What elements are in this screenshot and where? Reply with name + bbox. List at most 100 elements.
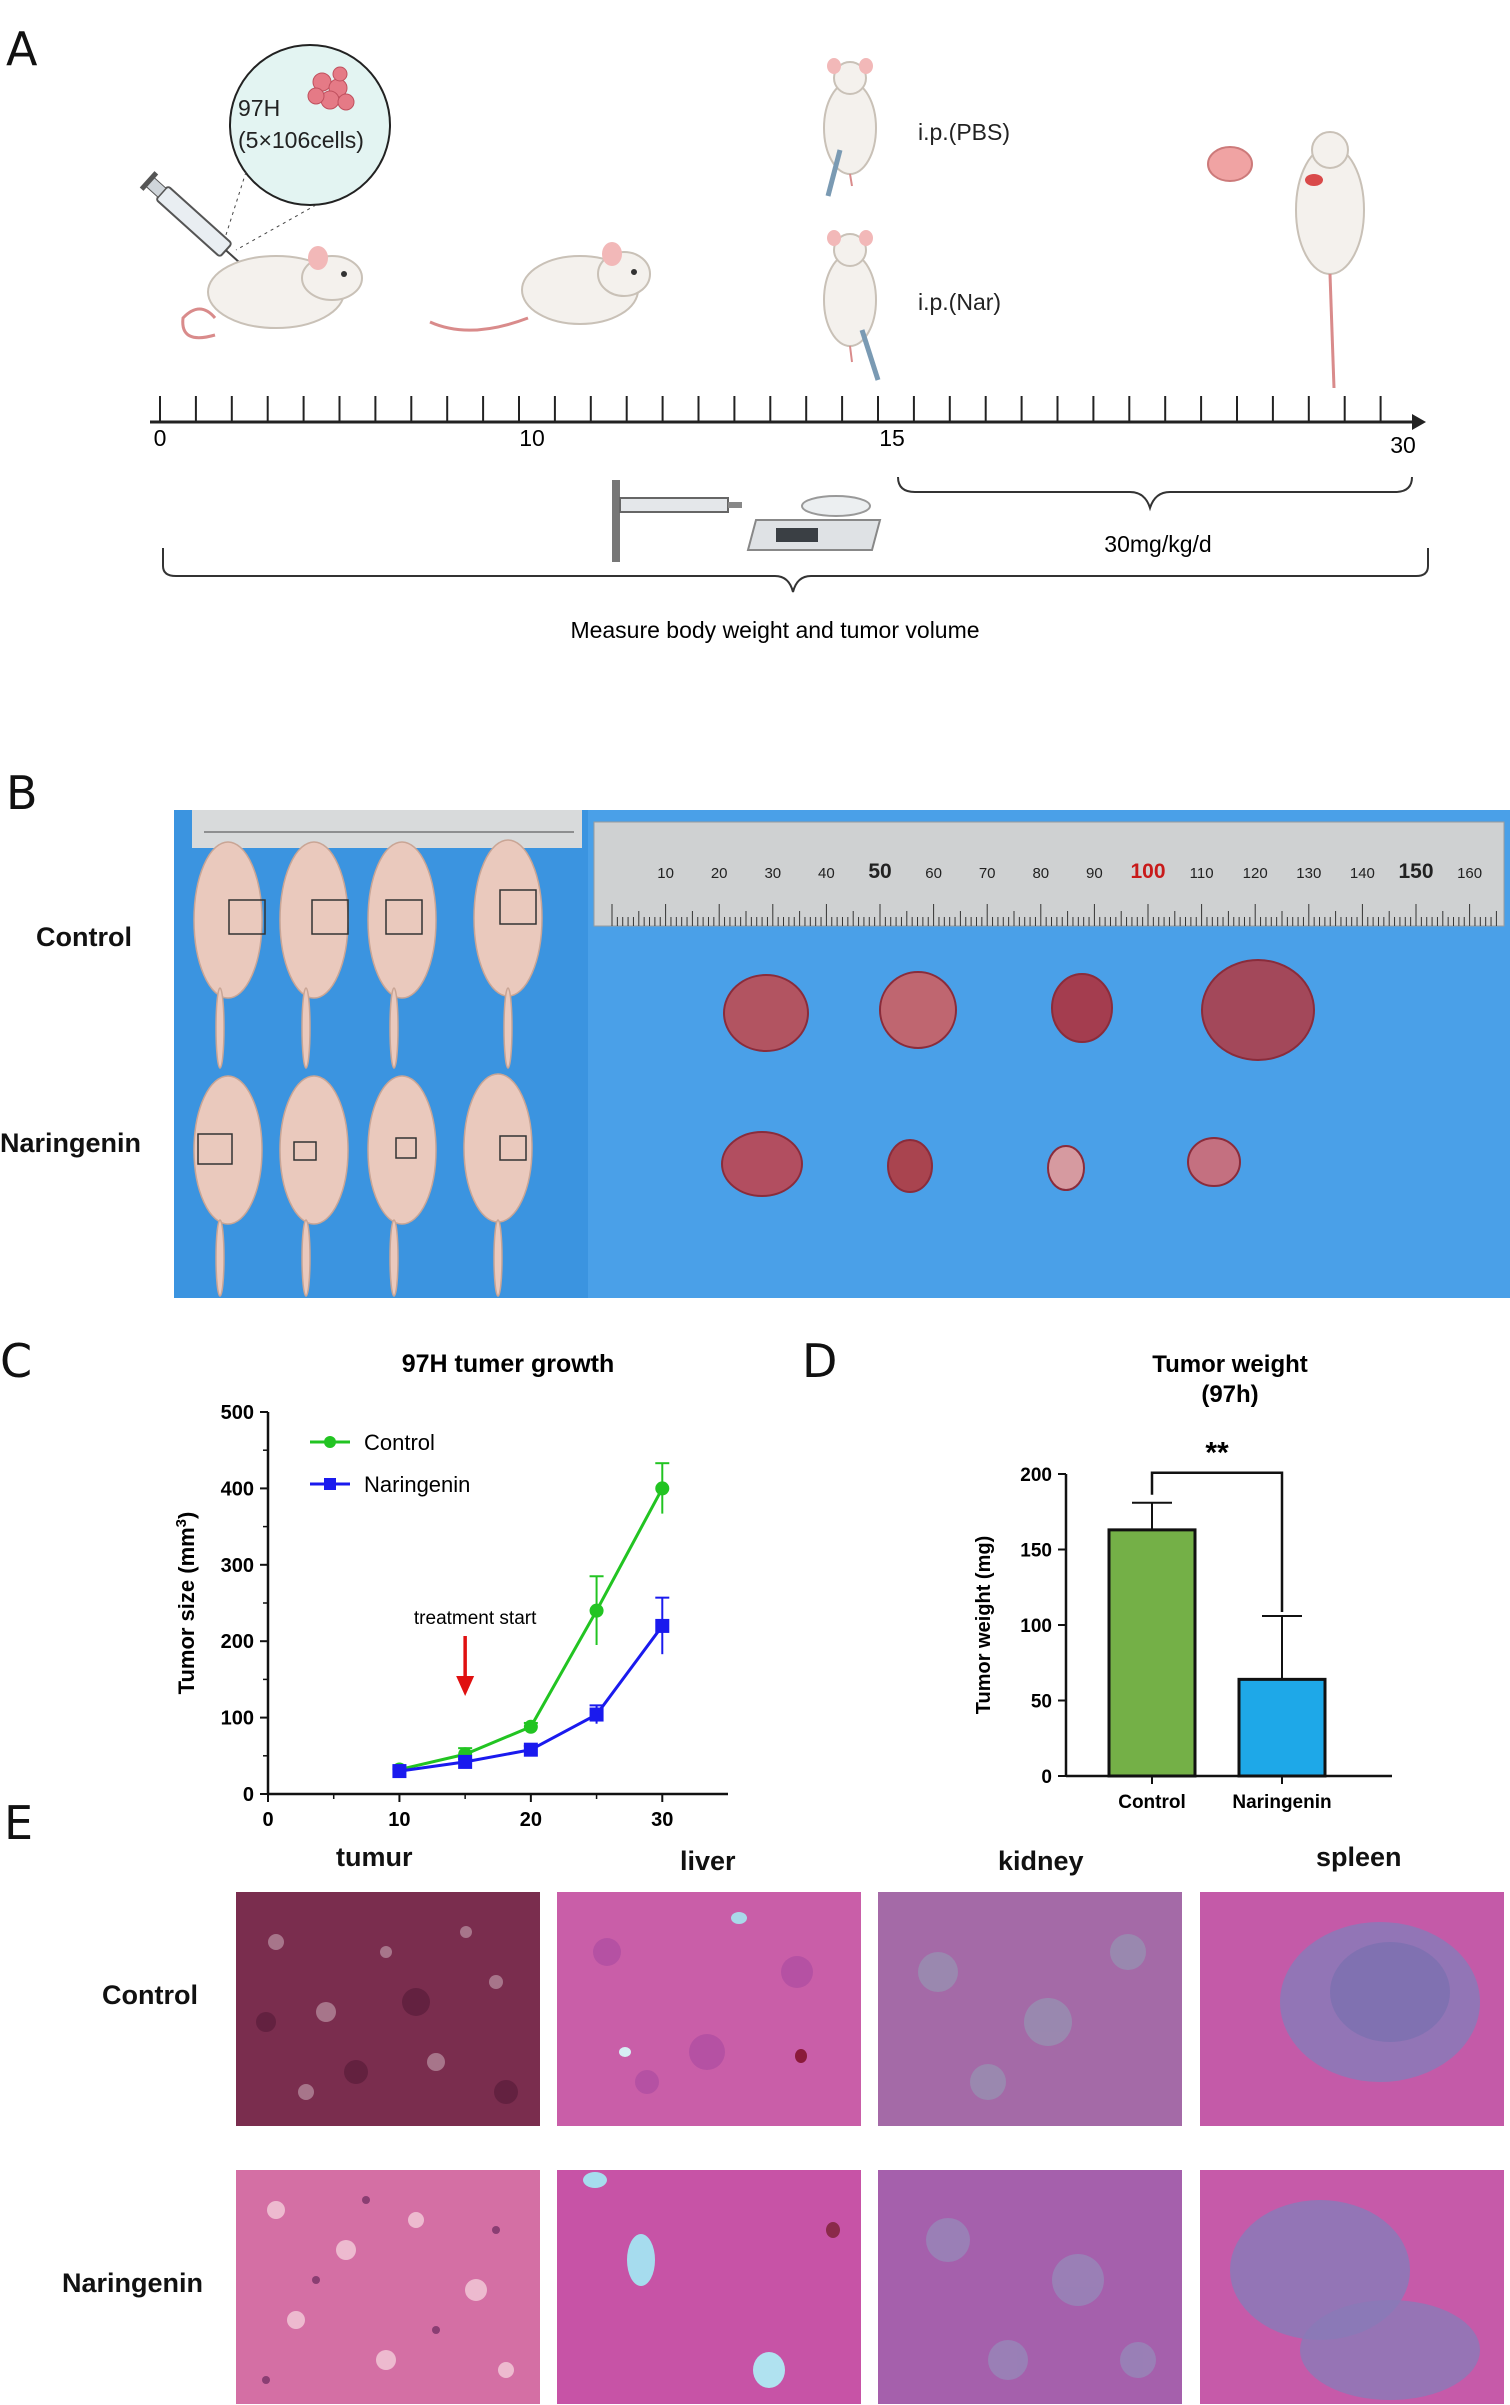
ruler-number: 120 (1243, 865, 1268, 882)
legend-label: Control (364, 1430, 435, 1455)
chart-d-title: Tumor weight (1152, 1351, 1308, 1378)
histology-row-control: Control (102, 1980, 198, 2010)
ruler-number: 10 (657, 865, 674, 882)
control-tumors (723, 959, 1315, 1061)
photo-row-label-control: Control (36, 922, 132, 952)
data-point-naringenin (392, 1764, 407, 1779)
ip-nar-label: i.p.(Nar) (918, 289, 1001, 315)
cells-line2: (5×106cells) (238, 127, 364, 153)
legend-marker (324, 1436, 336, 1448)
histology-kidney-naringenin (878, 2170, 1182, 2404)
chart-c-xtick-label: 30 (651, 1809, 673, 1831)
chart-d-category-label: Control (1118, 1792, 1186, 1813)
chart-c-ytick-label: 200 (221, 1631, 254, 1653)
timeline-tick-0: 0 (154, 425, 167, 451)
chart-c-xtick-label: 20 (520, 1809, 542, 1831)
ruler (593, 821, 1505, 927)
histology-spleen-naringenin (1200, 2170, 1504, 2404)
ruler-number: 40 (818, 865, 835, 882)
chart-c-ytick-label: 500 (221, 1402, 254, 1424)
ruler-number: 100 (1130, 860, 1165, 883)
bar-naringenin (1237, 1677, 1327, 1778)
histology-liver-control (557, 1892, 861, 2126)
histology-spleen-control (1200, 1892, 1504, 2126)
cells-line1: 97H (238, 95, 280, 121)
ip-pbs-label: i.p.(PBS) (918, 119, 1010, 145)
tumor-photo: 1020304050607080901001101201301401501601… (174, 810, 1510, 1298)
histology-liver-naringenin (557, 2170, 861, 2404)
chart-d-category-label: Naringenin (1232, 1792, 1331, 1813)
chart-d-ytick-label: 100 (1020, 1616, 1052, 1637)
timeline-tick-30: 30 (1390, 432, 1416, 458)
mouse-icon (181, 246, 363, 340)
chart-c-ytick-label: 0 (243, 1784, 254, 1806)
ruler-number: 80 (1032, 865, 1049, 882)
naringenin-tumor-boxes (197, 1133, 527, 1165)
panel-label-d: D (802, 1334, 838, 1388)
naringenin-tumors (721, 1131, 1241, 1197)
control-tumor-boxes (228, 889, 537, 935)
chart-c-axes (266, 1412, 728, 1796)
tumor-growth-line-chart: 97H tumer growth 0 100 200 300 400 500 0 10 20 30… (173, 1350, 728, 1831)
histology-col-tumur: tumur (336, 1842, 413, 1872)
histology-kidney-control (878, 1892, 1182, 2126)
chart-d-ytick-label: 200 (1020, 1465, 1052, 1486)
chart-c-ylabel: Tumor size (mm3) (173, 1512, 200, 1695)
chart-c-ytick-label: 100 (221, 1708, 254, 1730)
photo-row-label-naringenin: Naringenin (0, 1128, 142, 1158)
data-point-naringenin (523, 1742, 538, 1757)
timeline-tick-15: 15 (879, 425, 905, 451)
treatment-start-annotation: treatment start (414, 1608, 537, 1696)
histology-col-spleen: spleen (1316, 1842, 1402, 1872)
treatment-start-label: treatment start (414, 1608, 537, 1629)
significance-stars: ** (1205, 1437, 1229, 1470)
treatment-start-arrowhead (456, 1676, 475, 1696)
chart-d-ytick-label: 50 (1031, 1692, 1052, 1713)
tumor-excision-icon (1207, 131, 1365, 389)
panel-a-schematic: 97H (5×106cells) i.p.(PBS) (139, 44, 1429, 643)
mouse-icon (429, 242, 651, 332)
ruler-number: 20 (711, 865, 728, 882)
data-point-naringenin (655, 1618, 670, 1633)
histology-col-kidney: kidney (998, 1846, 1084, 1876)
ruler-number: 30 (764, 865, 781, 882)
chart-c-title: 97H tumer growth (402, 1350, 615, 1378)
timeline-axis (150, 396, 1426, 430)
dose-brace (897, 476, 1413, 512)
mouse-injection-nar-icon (823, 230, 881, 381)
ruler-number: 160 (1457, 865, 1482, 882)
chart-d-ylabel: Tumor weight (mg) (973, 1536, 995, 1715)
data-point-control (655, 1481, 670, 1496)
histology-col-liver: liver (680, 1846, 736, 1876)
panel-label-a: A (6, 22, 38, 76)
balance-scale-icon (746, 495, 882, 551)
naringenin-mice (193, 1073, 533, 1297)
data-point-control (589, 1603, 604, 1618)
histology-tumor-naringenin (236, 2170, 540, 2404)
data-point-naringenin (458, 1754, 473, 1769)
ruler-number: 50 (868, 860, 891, 883)
chart-c-ytick-label: 300 (221, 1555, 254, 1577)
chart-c-legend: Control Naringenin (310, 1430, 470, 1497)
data-point-control (523, 1719, 538, 1734)
panel-label-c: C (0, 1334, 33, 1388)
legend-label: Naringenin (364, 1472, 470, 1497)
chart-d-bars: Control Naringenin (1107, 1501, 1332, 1813)
histology-tumor-control (236, 1892, 540, 2126)
chart-d-subtitle: (97h) (1201, 1381, 1258, 1408)
mouse-injection-pbs-icon (823, 58, 877, 197)
legend-marker (324, 1478, 336, 1490)
ruler-number: 110 (1190, 865, 1214, 882)
ruler-number: 130 (1296, 865, 1321, 882)
cell-bubble: 97H (5×106cells) (224, 44, 391, 251)
ruler-number: 140 (1350, 865, 1375, 882)
chart-d-ytick-label: 150 (1020, 1541, 1052, 1562)
panel-label-e: E (4, 1796, 34, 1850)
chart-c-xtick-label: 10 (388, 1809, 410, 1831)
timeline-tick-10: 10 (519, 425, 545, 451)
tumor-weight-bar-chart: Tumor weight (97h) 0 50 100 150 200 Control N… (973, 1351, 1392, 1813)
significance-line (1150, 1471, 1284, 1612)
bar-control (1107, 1528, 1197, 1778)
ruler-number: 90 (1086, 865, 1103, 882)
panel-label-b: B (6, 766, 38, 820)
